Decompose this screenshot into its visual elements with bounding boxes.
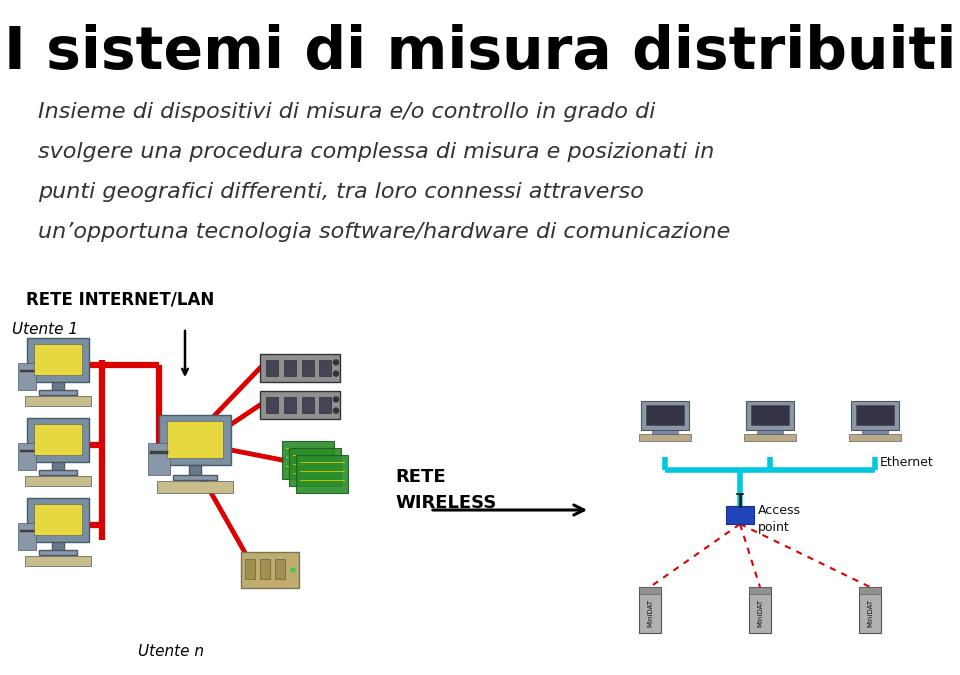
Bar: [260, 354, 340, 382]
Text: RETE
WIRELESS: RETE WIRELESS: [395, 468, 496, 512]
Bar: [17, 443, 36, 470]
Bar: [39, 550, 77, 555]
Bar: [296, 455, 348, 493]
Bar: [53, 462, 63, 470]
Bar: [744, 434, 797, 441]
Text: svolgere una procedura complessa di misura e posizionati in: svolgere una procedura complessa di misu…: [38, 142, 714, 162]
Bar: [726, 506, 754, 524]
Bar: [319, 397, 331, 413]
Bar: [159, 415, 231, 465]
Bar: [34, 504, 83, 535]
Text: punti geografici differenti, tra loro connessi attraverso: punti geografici differenti, tra loro co…: [38, 182, 644, 202]
Bar: [319, 360, 331, 377]
Text: Utente 1: Utente 1: [12, 323, 78, 338]
Text: MiniDAT: MiniDAT: [647, 599, 653, 627]
Bar: [245, 559, 255, 579]
Bar: [749, 587, 771, 594]
Bar: [284, 397, 296, 413]
Bar: [638, 434, 691, 441]
Circle shape: [291, 568, 295, 572]
Bar: [275, 559, 285, 579]
Circle shape: [333, 371, 339, 376]
Bar: [641, 401, 689, 430]
Bar: [26, 476, 90, 485]
Bar: [34, 344, 83, 375]
Bar: [260, 559, 270, 579]
Bar: [301, 397, 314, 413]
Bar: [260, 391, 340, 419]
Circle shape: [333, 397, 339, 402]
Bar: [289, 448, 341, 486]
Bar: [39, 470, 77, 475]
Bar: [849, 434, 901, 441]
Text: un’opportuna tecnologia software/hardware di comunicazione: un’opportuna tecnologia software/hardwar…: [38, 222, 731, 242]
Bar: [53, 541, 63, 550]
Bar: [266, 360, 278, 377]
Bar: [749, 587, 771, 633]
Bar: [266, 397, 278, 413]
Bar: [241, 552, 299, 588]
Text: MiniDAT: MiniDAT: [867, 599, 873, 627]
Bar: [756, 430, 783, 434]
Text: Ethernet: Ethernet: [880, 456, 934, 468]
Text: Access
point: Access point: [758, 504, 801, 533]
Bar: [167, 421, 223, 458]
Bar: [188, 465, 202, 475]
Bar: [851, 401, 899, 430]
Bar: [39, 390, 77, 395]
Bar: [652, 430, 678, 434]
Bar: [859, 587, 881, 594]
Bar: [148, 443, 170, 475]
Circle shape: [333, 408, 339, 413]
Bar: [19, 450, 35, 452]
Bar: [26, 396, 90, 406]
Bar: [301, 360, 314, 377]
Bar: [174, 475, 217, 481]
Bar: [282, 441, 334, 479]
Bar: [17, 363, 36, 390]
Bar: [26, 556, 90, 566]
Bar: [27, 338, 89, 381]
Bar: [639, 587, 661, 594]
Bar: [34, 424, 83, 455]
Text: RETE INTERNET/LAN: RETE INTERNET/LAN: [26, 291, 214, 309]
Bar: [284, 360, 296, 377]
Bar: [752, 406, 789, 425]
Bar: [19, 530, 35, 532]
Circle shape: [333, 360, 339, 365]
Bar: [27, 418, 89, 462]
Bar: [17, 523, 36, 550]
Bar: [151, 452, 168, 454]
Bar: [157, 481, 233, 493]
Text: Utente n: Utente n: [138, 645, 204, 659]
Bar: [746, 401, 794, 430]
Bar: [639, 587, 661, 633]
Bar: [19, 370, 35, 372]
Text: I sistemi di misura distribuiti: I sistemi di misura distribuiti: [4, 24, 956, 80]
Text: Insieme di dispositivi di misura e/o controllo in grado di: Insieme di dispositivi di misura e/o con…: [38, 102, 656, 122]
Bar: [646, 406, 684, 425]
Bar: [862, 430, 888, 434]
Bar: [856, 406, 894, 425]
Bar: [859, 587, 881, 633]
Text: MiniDAT: MiniDAT: [757, 599, 763, 627]
Bar: [53, 381, 63, 390]
Bar: [27, 498, 89, 541]
